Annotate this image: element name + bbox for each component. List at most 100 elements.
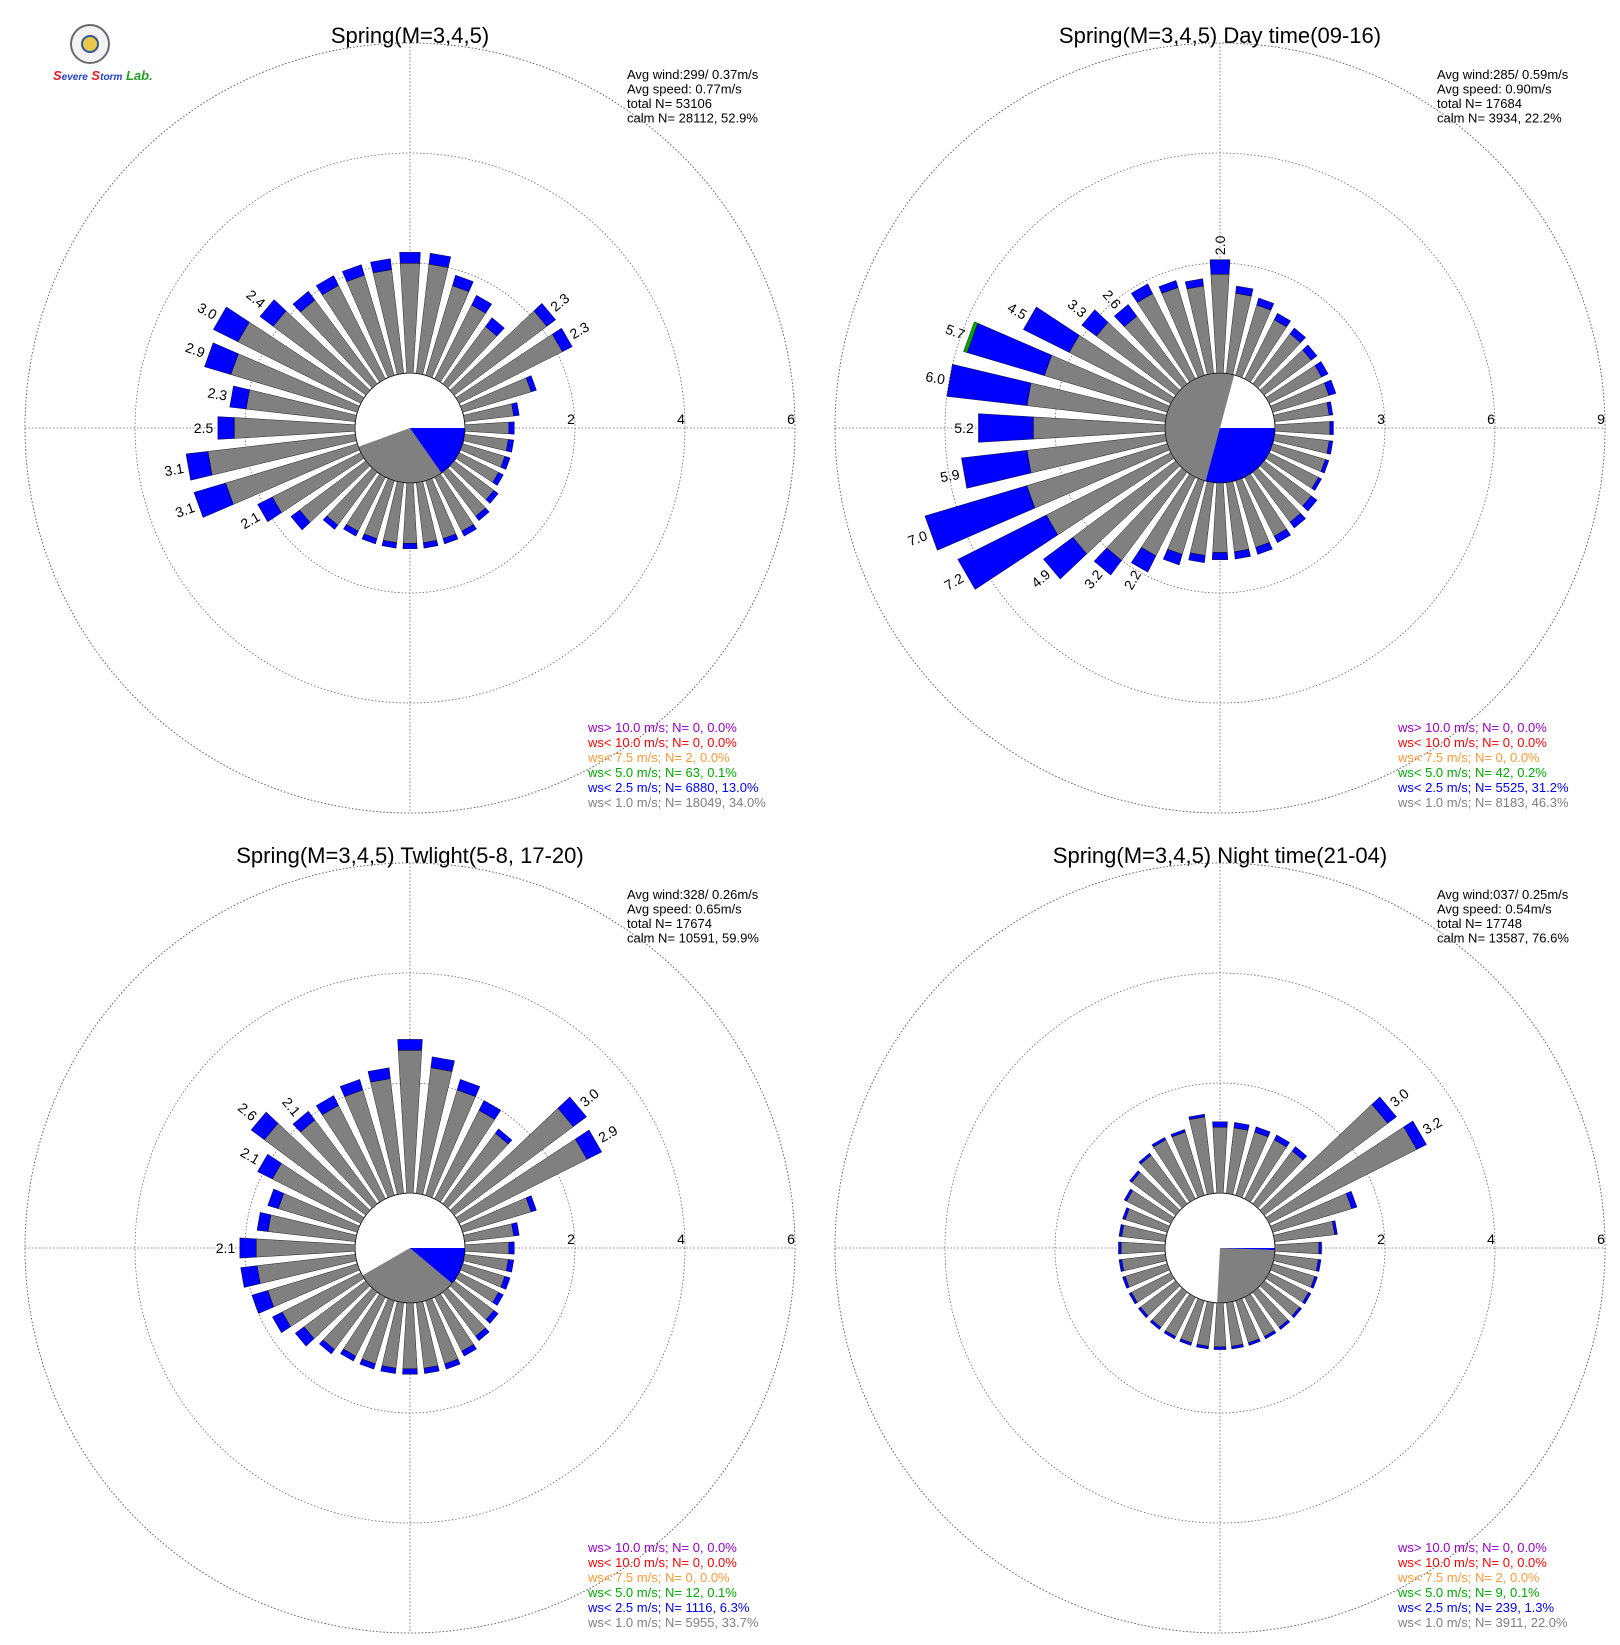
sector-bar-blue	[1023, 306, 1080, 353]
sector-bar-blue	[1130, 547, 1157, 573]
sector-bar-calm	[1212, 1127, 1228, 1194]
legend-entry: ws< 1.0 m/s; N= 8183, 46.3%	[1397, 795, 1569, 810]
legend-entry: ws< 2.5 m/s; N= 6880, 13.0%	[587, 780, 759, 795]
sector-bar-blue	[315, 1095, 339, 1116]
sector-bar-blue	[402, 1368, 418, 1375]
sector-bar-blue	[257, 1153, 282, 1180]
sector-bar-blue	[290, 509, 311, 531]
sector-bar-blue	[185, 451, 213, 481]
sector-bar-blue	[511, 1222, 520, 1237]
sector-bar-blue	[1311, 476, 1322, 491]
stats-line: Avg wind:299/ 0.37m/s	[627, 67, 759, 82]
sector-bar-blue	[1329, 421, 1334, 435]
sector-bar-calm	[1213, 1302, 1227, 1348]
sector-bar-blue	[456, 1079, 481, 1097]
wind-rose-chart: Spring(M=3,4,5)2 4 62.32.32.13.13.12.52.32…	[24, 23, 796, 814]
legend-entry: ws< 7.5 m/s; N= 0, 0.0%	[587, 1570, 730, 1585]
sector-bar-calm	[402, 1302, 418, 1369]
stats-line: total N= 53106	[627, 96, 712, 111]
sector-bar-blue	[1310, 1276, 1318, 1289]
sector-bar-calm	[1210, 274, 1230, 374]
sector-bar-calm	[400, 263, 420, 374]
ring-tick-label: 2	[1377, 1231, 1385, 1247]
sector-bar-blue	[342, 264, 365, 282]
sector-bar-blue	[506, 1259, 515, 1273]
ring-tick-label: 6	[787, 1231, 795, 1247]
sector-bar-blue	[402, 543, 418, 549]
sector-bar-blue	[1255, 542, 1273, 555]
stats-line: Avg wind:037/ 0.25m/s	[1437, 887, 1569, 902]
sector-bar-blue	[399, 252, 421, 264]
sector-bar-blue	[292, 290, 316, 313]
sector-bar-calm	[234, 417, 356, 439]
sector-bar-blue	[1184, 278, 1204, 290]
sector-bar-blue	[471, 294, 493, 314]
sector-bar-blue	[478, 1100, 502, 1120]
sector-bar-blue	[1291, 1146, 1308, 1161]
sector-bar-blue	[1231, 1344, 1244, 1350]
sector-bar-blue	[1113, 304, 1138, 328]
sector-bar-blue	[946, 364, 1032, 406]
sector-bar-blue	[1188, 1113, 1206, 1120]
sector-bar-blue	[1179, 1338, 1192, 1346]
sector-bar-blue	[1248, 1338, 1261, 1346]
sector-bar-blue	[217, 416, 235, 440]
sector-bar-blue	[239, 1237, 257, 1259]
legend-entry: ws> 10.0 m/s; N= 0, 0.0%	[1397, 720, 1547, 735]
sector-bar-blue	[1138, 1152, 1152, 1165]
stats-line: Avg wind:285/ 0.59m/s	[1437, 67, 1569, 82]
sector-bar-blue	[339, 1079, 364, 1097]
sector-bar-blue	[1289, 512, 1306, 529]
stats-line: calm N= 10591, 59.9%	[627, 931, 759, 946]
sector-label: 3.1	[173, 499, 197, 521]
sector-bar-blue	[272, 1311, 291, 1334]
sector-bar-blue	[452, 274, 474, 292]
sector-bar-blue	[229, 385, 250, 410]
sector-bar-blue	[1081, 309, 1109, 337]
sector-bar-blue	[423, 540, 439, 549]
sector-label: 2.6	[1100, 287, 1125, 312]
legend-entry: ws< 2.5 m/s; N= 5525, 31.2%	[1397, 780, 1569, 795]
sector-bar-blue	[193, 482, 234, 518]
sector-bar-blue	[1273, 1134, 1290, 1148]
sector-bar-blue	[957, 514, 1059, 590]
sector-label: 3.0	[577, 1085, 602, 1110]
sector-bar-blue	[1256, 297, 1275, 311]
sector-bar-blue	[1302, 1292, 1312, 1305]
sector-bar-blue	[475, 1327, 490, 1342]
sector-bar-blue	[961, 450, 1032, 489]
sector-bar-blue	[1151, 1137, 1167, 1148]
stats-line: calm N= 3934, 22.2%	[1437, 111, 1562, 126]
sector-label: 2.3	[206, 384, 228, 403]
sector-bar-blue	[367, 1067, 391, 1083]
sector-bar-blue	[1158, 280, 1179, 294]
sector-label: 3.0	[1387, 1085, 1412, 1110]
ring-tick-label: 4	[1487, 1231, 1495, 1247]
legend-entry: ws< 5.0 m/s; N= 9, 0.1%	[1397, 1585, 1540, 1600]
sector-bar-blue	[319, 1339, 335, 1355]
sector-bar-blue	[294, 1326, 315, 1347]
legend-entry: ws> 10.0 m/s; N= 0, 0.0%	[587, 720, 737, 735]
sector-bar-blue	[1302, 344, 1318, 361]
calm-sector-blue	[1220, 1248, 1275, 1250]
wind-rose-chart: Spring(M=3,4,5) Day time(09-16)3 6 92.02.2…	[834, 23, 1606, 814]
sector-bar-blue	[361, 533, 378, 545]
sector-bar-blue	[492, 1292, 504, 1306]
sector-bar-blue	[1188, 552, 1206, 564]
sector-bar-green	[963, 321, 978, 353]
sector-bar-calm	[464, 1241, 510, 1255]
lab-logo: Severe Storm Lab.	[50, 20, 153, 90]
stats-line: calm N= 28112, 52.9%	[627, 111, 758, 126]
sector-label: 4.5	[1005, 299, 1030, 323]
sector-bar-blue	[461, 1344, 477, 1357]
ring-tick-label: 6	[1487, 411, 1495, 427]
sector-label: 2.0	[1212, 235, 1228, 255]
ring-tick-label: 4	[677, 1231, 685, 1247]
stats-line: Avg wind:328/ 0.26m/s	[627, 887, 759, 902]
sector-label: 2.2	[1121, 567, 1145, 592]
wind-rose-panel: Spring(M=3,4,5) Day time(09-16) 3 6 9 2.0 2.2…	[810, 0, 1620, 820]
sector-bar-blue	[1093, 547, 1122, 576]
sector-bar-blue	[1324, 379, 1337, 396]
sector-bar-blue	[1264, 1330, 1277, 1340]
logo-text: Severe Storm Lab.	[53, 68, 153, 83]
